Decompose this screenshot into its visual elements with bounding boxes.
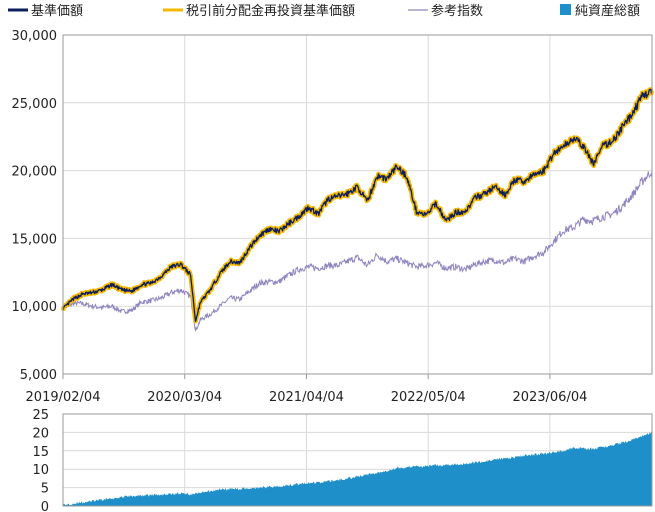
- main-x-tick-2: 2020/03/04: [147, 390, 222, 405]
- main-x-tick-3: 2021/04/04: [269, 390, 344, 405]
- main-y-tick-3: 15,000: [12, 232, 58, 247]
- sub-y-tick-1: 0: [41, 500, 49, 512]
- legend-label-2: 税引前分配金再投資基準価額: [186, 3, 355, 19]
- sub-y-tick-5: 20: [32, 426, 49, 441]
- main-y-tick-6: 30,000: [12, 29, 58, 44]
- legend: 基準価額 税引前分配金再投資基準価額 参考指数 純資産総額: [8, 3, 640, 19]
- main-x-tick-4: 2022/05/04: [391, 390, 466, 405]
- sub-series: [63, 431, 652, 506]
- legend-item-4: 純資産総額: [560, 3, 640, 19]
- main-x-axis-ticks: 2019/02/04 2020/03/04 2021/04/04 2022/05/04…: [26, 374, 587, 405]
- legend-label-1: 基準価額: [31, 3, 83, 19]
- sub-y-axis-ticks: 0 5 10 15 20 25: [32, 408, 49, 512]
- main-y-tick-1: 5,000: [20, 368, 57, 383]
- main-series: [60, 87, 655, 333]
- legend-item-3: 参考指数: [408, 3, 483, 19]
- main-y-tick-2: 10,000: [12, 300, 58, 315]
- series-area-net-assets: [63, 431, 652, 506]
- sub-y-tick-2: 5: [41, 482, 49, 497]
- main-y-tick-4: 20,000: [12, 165, 58, 180]
- main-y-tick-5: 25,000: [12, 97, 58, 112]
- legend-swatch-4: [560, 4, 571, 15]
- main-plot-frame: [62, 34, 653, 375]
- main-gridlines: [62, 34, 652, 375]
- main-x-tick-5: 2023/06/04: [512, 390, 587, 405]
- main-y-axis-ticks: 5,000 10,000 15,000 20,000 25,000 30,000: [12, 29, 58, 383]
- main-x-tick-1: 2019/02/04: [26, 390, 101, 405]
- sub-plot-frame: [62, 413, 653, 507]
- sub-y-tick-4: 15: [32, 445, 49, 460]
- legend-label-3: 参考指数: [431, 3, 483, 19]
- series-line-nav: [62, 88, 653, 323]
- legend-item-1: 基準価額: [8, 3, 83, 19]
- sub-y-tick-3: 10: [32, 463, 49, 478]
- legend-item-2: 税引前分配金再投資基準価額: [163, 3, 355, 19]
- legend-label-4: 純資産総額: [575, 3, 640, 19]
- sub-y-tick-6: 25: [32, 408, 49, 423]
- series-line-reference-index: [62, 170, 653, 333]
- series-line-reinvested-nav: [60, 87, 655, 324]
